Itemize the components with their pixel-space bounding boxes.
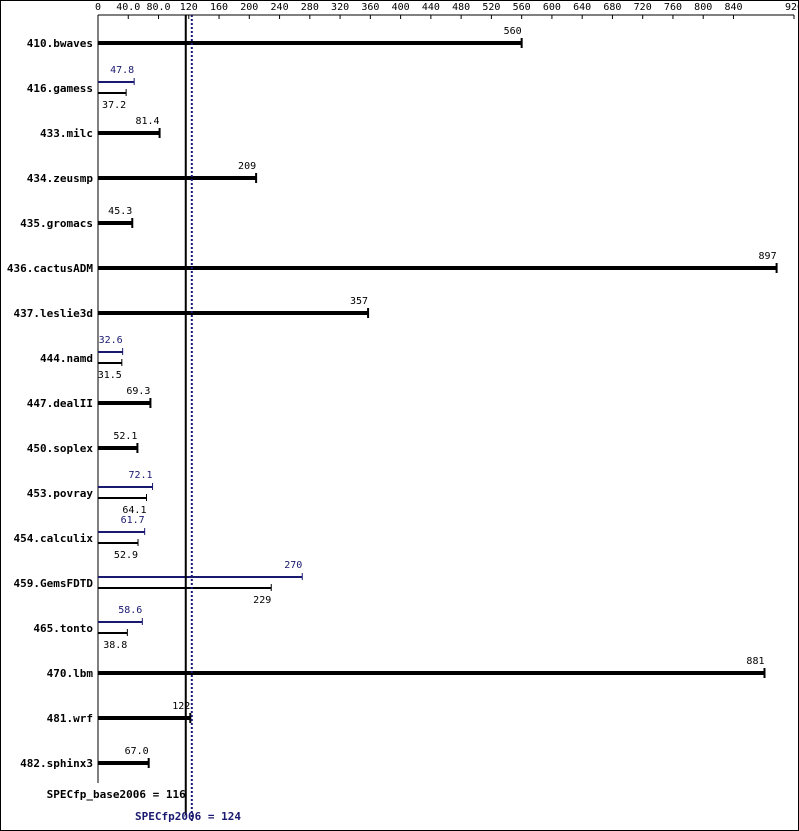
- bar: [98, 401, 151, 405]
- category-label: 435.gromacs: [20, 217, 93, 230]
- category-label: 482.sphinx3: [20, 757, 93, 770]
- x-tick-label: 440: [422, 2, 440, 13]
- reference-label: SPECfp2006 = 124: [135, 810, 241, 823]
- category-label: 453.povray: [27, 487, 94, 500]
- value-label: 67.0: [125, 746, 149, 757]
- category-label: 410.bwaves: [27, 37, 93, 50]
- x-tick-label: 480: [452, 2, 470, 13]
- value-label: 357: [350, 296, 368, 307]
- bar: [98, 362, 122, 364]
- bar: [98, 81, 135, 83]
- value-label: 209: [238, 161, 256, 172]
- value-label: 81.4: [135, 116, 159, 127]
- bar: [98, 486, 153, 488]
- x-tick-label: 520: [482, 2, 500, 13]
- reference-label: SPECfp_base2006 = 116: [47, 788, 186, 801]
- bar: [98, 632, 128, 634]
- value-label: 270: [284, 560, 302, 571]
- bar: [98, 41, 522, 45]
- category-label: 465.tonto: [33, 622, 93, 635]
- value-label: 69.3: [126, 386, 150, 397]
- bar: [98, 576, 303, 578]
- value-label: 47.8: [110, 65, 134, 76]
- value-label: 38.8: [103, 640, 127, 651]
- bar: [98, 221, 133, 225]
- x-tick-label: 240: [271, 2, 289, 13]
- bar: [98, 311, 369, 315]
- bar: [98, 531, 145, 533]
- x-tick-label: 120: [180, 2, 198, 13]
- bar: [98, 446, 138, 450]
- x-tick-label: 400: [392, 2, 410, 13]
- category-label: 444.namd: [40, 352, 93, 365]
- x-tick-label: 920: [785, 2, 799, 13]
- x-tick-label: 720: [634, 2, 652, 13]
- value-label: 32.6: [99, 335, 123, 346]
- bar: [98, 587, 272, 589]
- x-tick-label: 160: [210, 2, 228, 13]
- x-tick-label: 0: [95, 2, 101, 13]
- bar: [98, 131, 160, 135]
- category-label: 454.calculix: [14, 532, 94, 545]
- x-tick-label: 560: [513, 2, 531, 13]
- x-tick-label: 320: [331, 2, 349, 13]
- category-label: 433.milc: [40, 127, 93, 140]
- value-label: 37.2: [102, 100, 126, 111]
- value-label: 229: [253, 595, 271, 606]
- category-label: 459.GemsFDTD: [14, 577, 94, 590]
- value-label: 122: [172, 701, 190, 712]
- value-label: 64.1: [122, 505, 146, 516]
- bar: [98, 176, 257, 180]
- value-label: 52.1: [113, 431, 137, 442]
- x-tick-label: 680: [603, 2, 621, 13]
- value-label: 897: [759, 251, 777, 262]
- value-label: 31.5: [98, 370, 122, 381]
- value-label: 560: [504, 26, 522, 37]
- value-label: 58.6: [118, 605, 142, 616]
- x-tick-label: 840: [724, 2, 742, 13]
- value-label: 61.7: [121, 515, 145, 526]
- category-label: 436.cactusADM: [7, 262, 93, 275]
- x-tick-label: 760: [664, 2, 682, 13]
- category-label: 481.wrf: [47, 712, 93, 725]
- value-label: 45.3: [108, 206, 132, 217]
- category-label: 416.gamess: [27, 82, 93, 95]
- x-tick-label: 360: [361, 2, 379, 13]
- bar: [98, 621, 143, 623]
- bar: [98, 351, 123, 353]
- x-tick-label: 40.0: [116, 2, 140, 13]
- bar: [98, 92, 127, 94]
- category-label: 450.soplex: [27, 442, 94, 455]
- value-label: 881: [746, 656, 764, 667]
- value-label: 52.9: [114, 550, 138, 561]
- category-label: 470.lbm: [47, 667, 94, 680]
- x-tick-label: 80.0: [146, 2, 170, 13]
- bar: [98, 497, 147, 499]
- x-tick-label: 280: [301, 2, 319, 13]
- value-label: 72.1: [128, 470, 152, 481]
- category-label: 447.dealII: [27, 397, 93, 410]
- x-tick-label: 640: [573, 2, 591, 13]
- bar: [98, 716, 191, 720]
- category-label: 434.zeusmp: [27, 172, 94, 185]
- bar: [98, 671, 765, 675]
- x-tick-label: 800: [694, 2, 712, 13]
- bar: [98, 542, 139, 544]
- category-label: 437.leslie3d: [14, 307, 93, 320]
- bar: [98, 761, 149, 765]
- x-tick-label: 200: [240, 2, 258, 13]
- x-tick-label: 600: [543, 2, 561, 13]
- bar: [98, 266, 777, 270]
